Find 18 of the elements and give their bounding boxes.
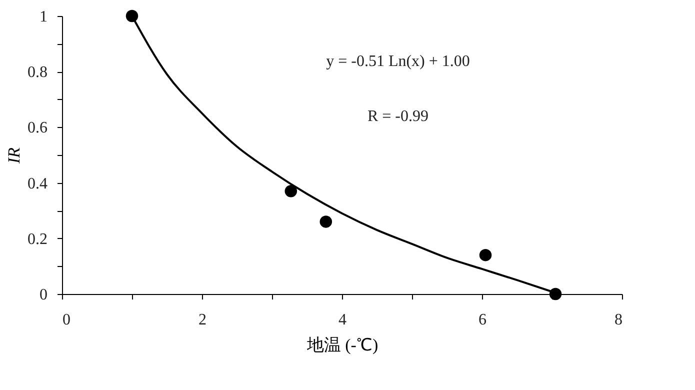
x-tick-label: 2 <box>198 312 206 328</box>
y-tick-label: 0.6 <box>28 120 48 137</box>
point <box>479 248 492 262</box>
point <box>320 216 332 228</box>
y-tick-label: 0.4 <box>28 175 48 192</box>
annotation: y = -0.51 Ln(x) + 1.00 <box>326 53 470 70</box>
y-tick-label: 0.8 <box>28 64 48 82</box>
y-tick-label: 0 <box>40 286 48 304</box>
annotation: R = -0.99 <box>367 108 429 125</box>
x-tick-label: 8 <box>614 312 622 328</box>
x-axis-title: 地温 (-℃) <box>306 336 378 354</box>
x-tick-label: 0 <box>62 312 70 328</box>
y-axis-title: IR <box>4 146 24 165</box>
y-tick-label: 1 <box>40 8 48 26</box>
x-tick-label: 4 <box>338 312 346 328</box>
y-tick-label: 0.2 <box>28 230 48 248</box>
point <box>284 185 298 198</box>
x-tick-label: 6 <box>478 312 486 328</box>
